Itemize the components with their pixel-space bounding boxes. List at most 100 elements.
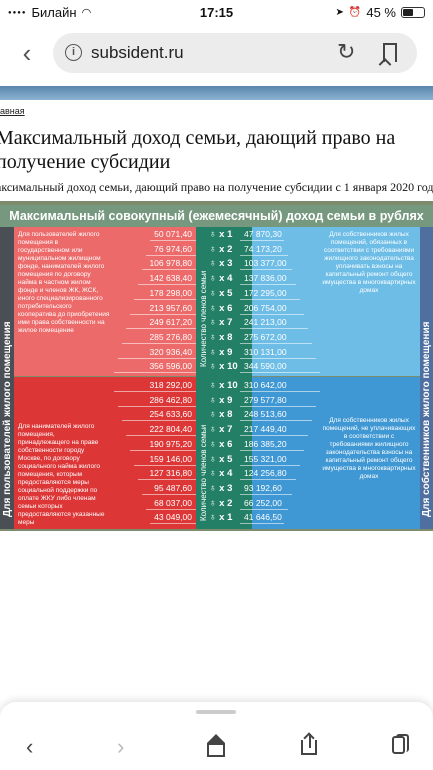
family-count: ♁ x 7 — [209, 316, 232, 329]
count-prefix: x — [216, 243, 228, 255]
browser-back-button[interactable]: ‹ — [22, 38, 32, 68]
person-icon: ♁ — [209, 409, 217, 421]
income-value-user: 127 316,80 — [138, 467, 196, 481]
home-icon[interactable] — [205, 734, 227, 758]
bottom-left-description: Для нанимателей жилого помещения, принад… — [18, 423, 105, 526]
count-prefix: x — [216, 361, 228, 373]
family-count: ♁ x 10 — [209, 379, 238, 392]
person-icon: ♁ — [209, 287, 217, 299]
family-count: ♁ x 6 — [209, 438, 232, 451]
status-left: ●●●● Билайн ◠ — [8, 5, 91, 20]
count-number: 1 — [227, 512, 233, 524]
count-number: 6 — [227, 438, 233, 450]
count-prefix: x — [216, 409, 228, 421]
person-icon: ♁ — [209, 512, 217, 524]
income-value-owner: 137 836,00 — [240, 272, 296, 286]
count-number: 5 — [227, 287, 233, 299]
family-count: ♁ x 8 — [209, 408, 232, 421]
count-number: 8 — [227, 331, 233, 343]
site-header-strip — [0, 86, 433, 100]
income-value-owner: 124 256,80 — [240, 467, 296, 481]
income-value-owner: 66 252,00 — [240, 497, 288, 510]
income-value-owner: 217 449,40 — [240, 423, 308, 437]
red-bottom-panel: Для нанимателей жилого помещения, принад… — [14, 377, 219, 529]
signal-icon: ●●●● — [8, 9, 27, 16]
count-prefix: x — [216, 331, 228, 343]
count-number: 2 — [227, 243, 233, 255]
count-prefix: x — [216, 346, 228, 358]
income-value-owner: 344 590,00 — [240, 360, 320, 374]
income-value-user: 356 596,00 — [114, 360, 196, 374]
person-icon: ♁ — [209, 243, 217, 255]
share-icon[interactable] — [301, 732, 319, 758]
sheet-handle[interactable] — [196, 710, 236, 714]
income-value-owner: 279 577,80 — [240, 394, 316, 407]
income-value-user: 43 049,00 — [150, 511, 196, 525]
count-number: 6 — [227, 302, 233, 314]
count-label-bottom: Количество членов семьи — [199, 424, 208, 521]
page-subtitle: аксимальный доход семьи, дающий право на… — [0, 180, 433, 194]
bottom-toolbar: ‹ › — [0, 702, 433, 770]
person-icon: ♁ — [209, 438, 217, 450]
carrier-name: Билайн — [31, 5, 77, 20]
left-side-label: Для пользователей жилого помещения — [2, 321, 13, 517]
count-number: 1 — [227, 229, 233, 240]
breadcrumb[interactable]: авная — [0, 106, 25, 116]
income-infographic: Максимальный совокупный (ежемесячный) до… — [0, 201, 433, 531]
url-text[interactable]: subsident.ru — [91, 43, 184, 62]
count-number: 5 — [227, 453, 233, 465]
count-number: 2 — [227, 497, 233, 509]
person-icon: ♁ — [209, 331, 217, 343]
income-value-owner: 74 173,20 — [240, 243, 288, 256]
right-panel: Для собственников жилых помещений, обяза… — [234, 227, 420, 529]
tabs-icon[interactable] — [392, 734, 412, 758]
bookmark-icon[interactable] — [383, 43, 397, 62]
count-prefix: x — [216, 497, 228, 509]
family-count: ♁ x 2 — [209, 243, 232, 256]
count-prefix: x — [216, 229, 228, 240]
count-number: 4 — [227, 273, 233, 285]
status-time: 17:15 — [199, 5, 234, 20]
infographic-banner: Максимальный совокупный (ежемесячный) до… — [0, 205, 433, 227]
income-value-user: 190 975,20 — [130, 438, 196, 451]
income-value-user: 285 276,80 — [122, 331, 196, 344]
info-icon[interactable]: i — [65, 44, 82, 61]
count-prefix: x — [216, 438, 228, 450]
back-icon[interactable]: ‹ — [26, 734, 34, 759]
income-value-owner: 93 192,60 — [240, 482, 292, 495]
income-value-owner: 47 870,30 — [240, 228, 284, 241]
income-value-user: 318 292,00 — [114, 379, 196, 392]
person-icon: ♁ — [209, 361, 217, 373]
location-icon: ➤ — [335, 7, 344, 18]
person-icon: ♁ — [209, 497, 217, 509]
person-icon: ♁ — [209, 273, 217, 285]
income-value-user: 178 298,00 — [134, 287, 196, 300]
family-count: ♁ x 1 — [209, 511, 232, 524]
count-prefix: x — [216, 302, 228, 314]
forward-icon[interactable]: › — [117, 734, 125, 759]
family-count: ♁ x 6 — [209, 302, 232, 315]
count-number: 3 — [227, 258, 233, 270]
income-value-user: 320 936,40 — [118, 346, 196, 359]
count-number: 8 — [227, 409, 233, 421]
income-value-owner: 275 672,00 — [240, 331, 312, 344]
blue-bottom-panel: Для собственников жилых помещений, не уп… — [234, 377, 420, 529]
income-value-user: 286 462,80 — [118, 394, 196, 407]
alarm-icon: ⏰ — [348, 7, 362, 18]
wifi-icon: ◠ — [81, 7, 92, 19]
address-bar[interactable]: i subsident.ru ↻ — [53, 33, 417, 73]
income-value-owner: 248 513,60 — [240, 408, 312, 422]
count-prefix: x — [216, 394, 228, 406]
reload-icon[interactable]: ↻ — [337, 39, 356, 64]
person-icon: ♁ — [209, 424, 217, 436]
page-title: Максимальный доход семьи, дающий право н… — [0, 127, 396, 173]
right-side-label: Для собственников жилого помещения — [421, 321, 432, 517]
family-count: ♁ x 10 — [209, 360, 238, 373]
person-icon: ♁ — [209, 468, 217, 480]
count-prefix: x — [216, 424, 228, 436]
count-number: 9 — [227, 394, 233, 406]
count-number: 3 — [227, 482, 233, 494]
top-left-description: Для пользователей жилого помещения в гос… — [18, 231, 110, 334]
family-count: ♁ x 8 — [209, 331, 232, 344]
income-value-user: 222 804,40 — [126, 423, 196, 437]
